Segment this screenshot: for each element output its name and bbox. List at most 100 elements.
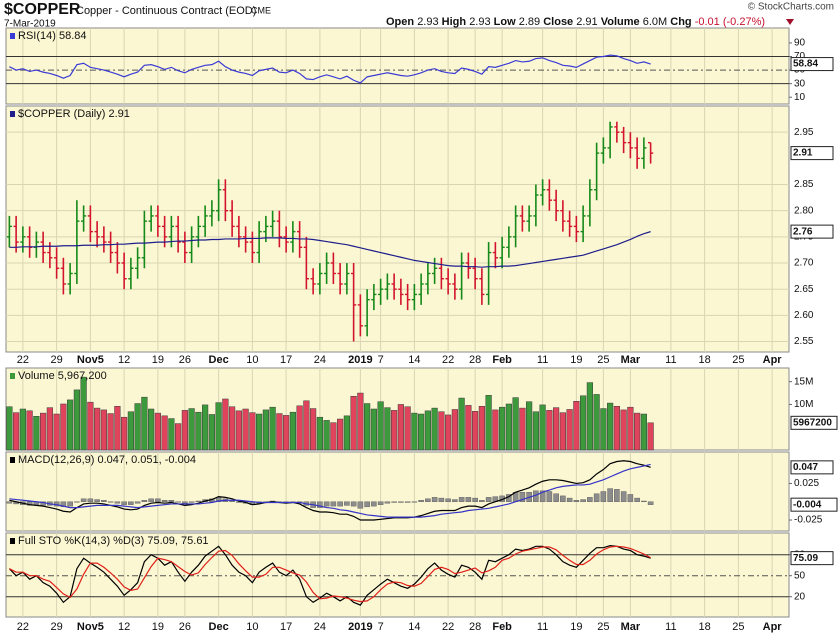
- down-arrow: [786, 19, 794, 25]
- panel-title: MACD(12,26,9) 0.047, 0.051, -0.004: [18, 454, 196, 466]
- instrument-name: Copper - Continuous Contract (EOD): [76, 5, 256, 17]
- volume-bar: [6, 406, 13, 451]
- quote-label: Volume: [601, 16, 640, 28]
- quote-label: Close: [543, 16, 573, 28]
- volume-bar: [60, 403, 67, 451]
- x-tick-label: 25: [597, 354, 609, 366]
- x-tick-label: 12: [118, 621, 130, 633]
- histogram-bar: [600, 491, 607, 502]
- y-tick-label: 2.65: [794, 284, 814, 295]
- histogram-bar: [479, 500, 485, 502]
- volume-bar: [80, 376, 87, 451]
- histogram-bar: [350, 501, 357, 507]
- histogram-bar: [74, 501, 80, 503]
- volume-bar: [222, 398, 229, 451]
- histogram-bar: [472, 497, 478, 502]
- volume-bar: [485, 395, 492, 451]
- volume-bar: [364, 403, 371, 451]
- y-tick-label: 30: [794, 78, 806, 89]
- histogram-bar: [418, 500, 424, 502]
- y-tick-label: 2.60: [794, 310, 814, 321]
- volume-bar: [235, 410, 242, 451]
- x-tick-label: 7: [378, 354, 384, 366]
- volume-bar: [242, 408, 249, 451]
- volume-bar: [505, 403, 512, 451]
- value-box: [790, 57, 834, 72]
- volume-bar: [249, 412, 256, 451]
- volume-bar: [114, 406, 121, 451]
- y-tick-label: 50: [794, 570, 806, 581]
- histogram-bar: [384, 501, 391, 504]
- histogram-bar: [141, 500, 148, 502]
- x-tick-label: 12: [118, 354, 130, 366]
- volume-bar: [107, 413, 114, 451]
- volume-bar: [613, 406, 620, 451]
- volume-bar: [154, 412, 161, 451]
- volume-bar: [94, 407, 101, 451]
- volume-bar: [316, 416, 323, 451]
- histogram-bar: [391, 501, 397, 503]
- value-box: [790, 146, 834, 161]
- histogram-bar: [330, 501, 337, 507]
- volume-bar: [161, 415, 168, 451]
- x-tick-label: Dec: [209, 354, 229, 366]
- histogram-bar: [614, 489, 620, 502]
- panel-title: $COPPER (Daily) 2.91: [18, 108, 130, 120]
- x-tick-label: Feb: [492, 354, 512, 366]
- histogram-bar: [539, 490, 546, 502]
- volume-bar: [296, 405, 303, 451]
- x-tick-label: 25: [732, 621, 744, 633]
- histogram-bar: [337, 501, 343, 507]
- volume-bar: [458, 397, 465, 451]
- histogram-bar: [398, 501, 404, 503]
- x-tick-label: Apr: [763, 354, 783, 366]
- x-tick-label: Dec: [209, 621, 229, 633]
- histogram-bar: [87, 498, 94, 502]
- volume-bar: [208, 414, 215, 451]
- volume-bar: [573, 401, 580, 451]
- volume-bar: [519, 407, 526, 451]
- histogram-bar: [195, 500, 202, 502]
- histogram-bar: [155, 498, 161, 502]
- value-box-label: 58.84: [793, 59, 818, 70]
- volume-bar: [532, 411, 539, 451]
- volume-bar: [276, 413, 283, 451]
- x-tick-label: 19: [152, 621, 164, 633]
- volume-bar: [546, 410, 553, 451]
- volume-bar: [330, 422, 337, 451]
- y-tick-label: 70: [794, 51, 806, 62]
- y-tick-label: 15M: [794, 376, 813, 387]
- x-tick-label: 11: [537, 354, 548, 366]
- histogram-bar: [94, 499, 100, 502]
- value-box-label: 5967200: [793, 417, 832, 428]
- x-tick-label: 29: [51, 354, 63, 366]
- volume-bar: [411, 412, 418, 451]
- volume-bar: [553, 407, 560, 451]
- volume-bar: [424, 410, 431, 451]
- volume-bar: [269, 406, 276, 451]
- volume-bar: [445, 414, 452, 451]
- volume-bar: [539, 404, 546, 451]
- volume-bar: [559, 412, 566, 451]
- y-tick-label: 90: [794, 38, 806, 49]
- x-tick-label: 2019: [348, 621, 372, 633]
- histogram-bar: [519, 492, 526, 502]
- histogram-bar: [161, 500, 168, 502]
- volume-bar: [640, 413, 647, 451]
- x-tick-label: 22: [442, 354, 454, 366]
- volume-bar: [350, 395, 357, 451]
- histogram-bar: [452, 499, 458, 502]
- histogram-bar: [148, 498, 154, 502]
- histogram-bar: [634, 497, 640, 502]
- histogram-bar: [641, 500, 647, 502]
- histogram-bar: [425, 498, 431, 502]
- histogram-bar: [438, 497, 445, 502]
- histogram-bar: [182, 501, 188, 504]
- volume-bar: [343, 415, 350, 451]
- panel-title: Volume 5,967,200: [18, 370, 107, 382]
- histogram-bar: [344, 501, 350, 506]
- histogram-bar: [404, 501, 411, 503]
- indicator-line: [9, 463, 651, 518]
- volume-bar: [121, 416, 128, 451]
- histogram-bar: [107, 501, 114, 503]
